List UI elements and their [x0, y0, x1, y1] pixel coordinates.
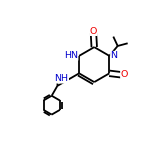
Polygon shape — [56, 75, 58, 86]
Text: HN: HN — [64, 51, 78, 60]
Text: O: O — [90, 26, 97, 36]
Text: O: O — [121, 70, 128, 79]
Text: NH: NH — [55, 74, 69, 83]
Text: N: N — [111, 51, 118, 60]
